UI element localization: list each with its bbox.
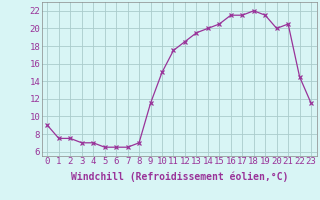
- X-axis label: Windchill (Refroidissement éolien,°C): Windchill (Refroidissement éolien,°C): [70, 172, 288, 182]
